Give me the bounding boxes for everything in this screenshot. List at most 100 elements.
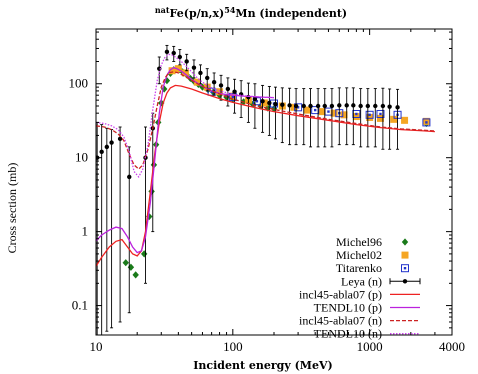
series-tendl10-n- [96, 53, 275, 179]
data-point [177, 54, 183, 60]
data-point [127, 174, 132, 180]
data-point [303, 106, 311, 114]
data-point-center [403, 267, 407, 270]
legend-entry: Michel96 [336, 235, 409, 249]
data-point [318, 108, 326, 116]
data-point [164, 49, 170, 55]
data-point [228, 93, 237, 102]
series-tendl10-p- [96, 66, 275, 254]
data-point [308, 103, 313, 109]
data-point [387, 104, 392, 109]
data-point [330, 109, 338, 117]
title-superscript-nat: nat [155, 5, 170, 15]
data-point-center [327, 110, 330, 113]
data-point [117, 136, 123, 142]
data-point [344, 103, 349, 108]
legend-entry: incl45-abla07 (n) [299, 314, 420, 328]
data-point [171, 50, 176, 56]
data-point [422, 118, 431, 127]
data-point [290, 103, 298, 111]
data-point [260, 99, 265, 104]
data-point [174, 65, 182, 73]
y-tick-label: 100 [69, 76, 89, 91]
data-point [352, 113, 360, 121]
data-point [99, 149, 104, 155]
data-point [401, 264, 409, 273]
series-incl45-abla07-n- [96, 71, 435, 171]
legend-entry: Michel02 [336, 248, 409, 262]
data-point [127, 263, 135, 271]
data-point [198, 70, 203, 76]
data-point-center [355, 112, 358, 116]
title-superscript-mass: 54 [224, 5, 236, 15]
title-reaction: Fe(p/n,x) [170, 7, 225, 20]
x-tick-label: 10 [90, 339, 103, 354]
legend-entry: Titarenko [336, 261, 409, 275]
series-line [96, 66, 275, 254]
legend-entry: Leya (n) [341, 274, 421, 288]
data-point [211, 79, 217, 85]
data-point [366, 113, 374, 121]
legend-entry: TENDL10 (n) [314, 327, 420, 341]
axes-layer: 10 100 1000 4000 0.1 1 10 100 [69, 28, 465, 354]
data-point [140, 250, 148, 258]
data-point [193, 78, 201, 86]
y-tick-label: 0.1 [72, 298, 88, 313]
data-point-center [425, 121, 428, 124]
legend-label: TENDL10 (p) [314, 301, 382, 315]
data-point [390, 115, 398, 123]
data-point [163, 77, 171, 85]
series-line [96, 53, 275, 179]
data-point [395, 105, 400, 110]
x-tick-label: 100 [223, 339, 243, 354]
y-axis-title: Cross section (mb) [5, 163, 19, 254]
data-point [157, 66, 162, 71]
data-point [191, 65, 197, 70]
data-point [315, 103, 321, 109]
data-point [402, 279, 408, 284]
data-point [293, 103, 299, 109]
data-point [376, 109, 385, 118]
data-point [365, 103, 371, 109]
series-line [96, 84, 435, 267]
legend-entry: TENDL10 (p) [314, 301, 420, 315]
data-point [216, 88, 224, 96]
x-axis-title: Incident energy (MeV) [193, 359, 332, 372]
data-point [322, 103, 327, 109]
data-point [337, 103, 342, 108]
data-point [340, 111, 348, 119]
legend-label: Titarenko [336, 261, 382, 275]
data-point [218, 83, 224, 88]
data-point [168, 67, 176, 75]
data-point [104, 144, 110, 150]
data-point [132, 271, 139, 279]
data-point-center [379, 112, 382, 116]
legend-label: Michel02 [336, 248, 382, 262]
data-point [267, 100, 272, 106]
data-point [232, 89, 237, 94]
y-tick-label: 10 [75, 150, 88, 165]
legend-label: incl45-abla07 (n) [299, 314, 382, 328]
data-point [181, 69, 189, 77]
data-point [184, 59, 189, 64]
chart-title: natFe(p/n,x)54Mn (independent) [155, 5, 347, 20]
series-titarenko [207, 87, 431, 127]
legend-label: TENDL10 (n) [314, 327, 382, 341]
title-product: Mn (independent) [235, 7, 347, 20]
data-point [358, 103, 363, 109]
series-layer [96, 44, 435, 335]
legend-label: Leya (n) [341, 274, 382, 288]
data-point-center [255, 100, 259, 103]
series-incl45-abla07-p- [96, 84, 435, 267]
plot-frame [95, 28, 453, 336]
data-point [401, 251, 409, 259]
data-point [109, 140, 114, 145]
data-point-center [368, 113, 371, 117]
legend-label: incl45-abla07 (p) [299, 287, 382, 301]
data-point-center [210, 90, 213, 93]
data-point [351, 103, 356, 108]
data-point [376, 114, 384, 122]
data-point [373, 103, 378, 109]
